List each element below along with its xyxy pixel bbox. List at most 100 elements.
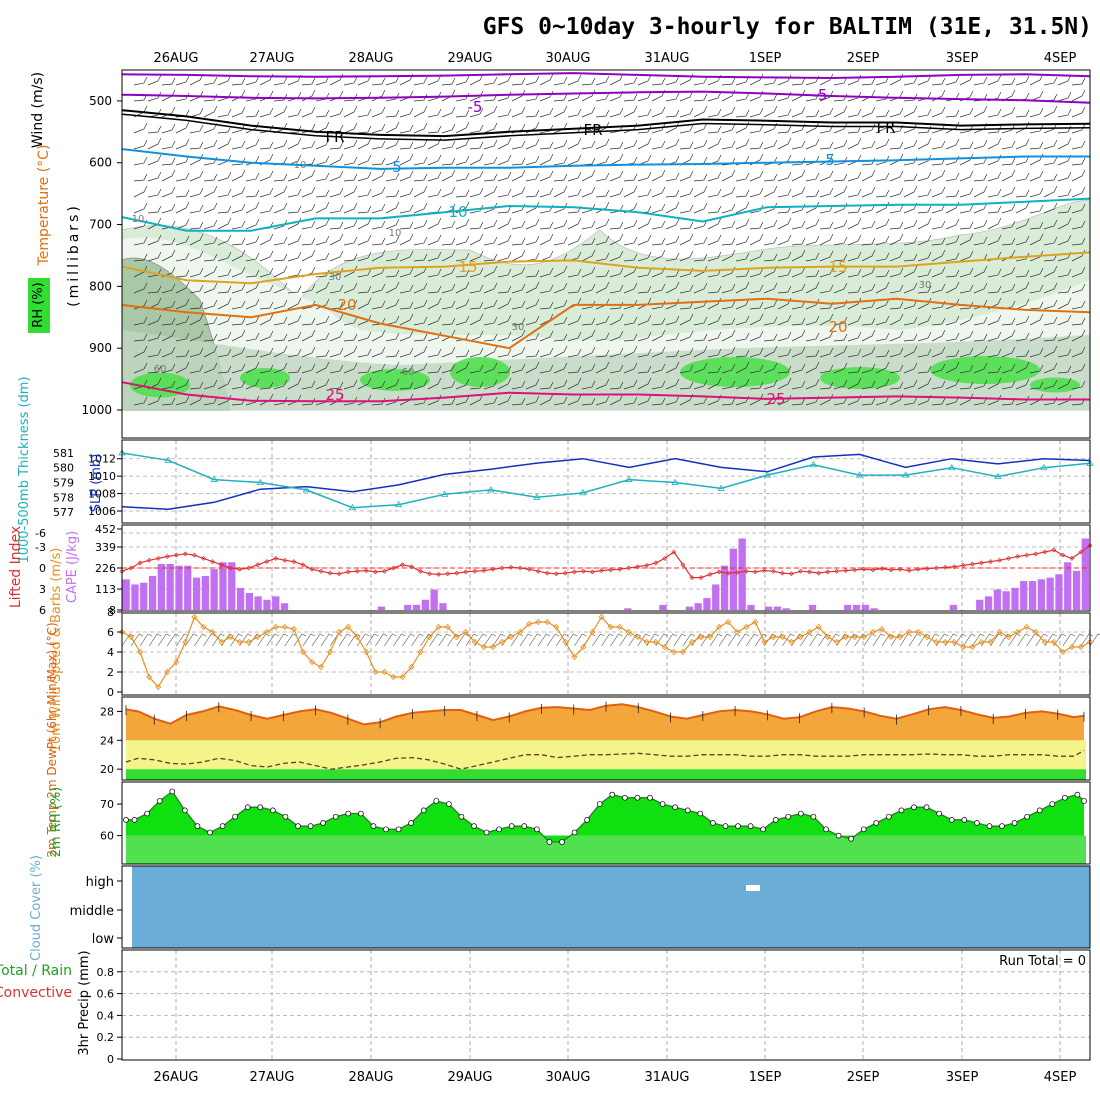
- thickness-marker: [348, 503, 357, 511]
- wind-barb: [161, 203, 176, 214]
- li-marker: [933, 565, 939, 571]
- wind-barb: [553, 333, 568, 342]
- wind-barb: [1043, 93, 1058, 102]
- wind-barb: [1071, 140, 1086, 150]
- wind-barb: [833, 122, 848, 134]
- surface-wind-barb: [999, 633, 1012, 647]
- wind-marker: [616, 623, 623, 631]
- wind-barb: [819, 73, 834, 86]
- li-marker: [463, 569, 469, 575]
- wind-barb: [777, 171, 792, 182]
- wind-barb: [847, 137, 862, 150]
- wind-barb: [707, 348, 722, 358]
- wind-marker: [507, 633, 515, 641]
- wind-barb: [735, 315, 750, 326]
- wind-barb: [623, 345, 638, 358]
- wind-barb: [707, 314, 722, 326]
- wind-barb: [1029, 313, 1044, 326]
- wind-barb: [987, 74, 1002, 86]
- wind-barb: [945, 218, 960, 230]
- li-marker: [816, 570, 822, 576]
- li-marker: [182, 551, 188, 557]
- wind-barb: [637, 268, 652, 278]
- rh-marker: [307, 823, 314, 830]
- wind-barb: [147, 285, 162, 294]
- wind-barb: [539, 73, 554, 86]
- wind-barb: [819, 267, 834, 278]
- wind-barb: [889, 204, 904, 214]
- wind-barb: [525, 218, 540, 230]
- wind-marker: [544, 618, 551, 626]
- wind-marker: [607, 623, 614, 631]
- wind-barb: [749, 313, 764, 326]
- wind-barb: [455, 155, 470, 166]
- cape-bar: [694, 603, 702, 610]
- wind-marker: [824, 633, 831, 641]
- wind-barb: [609, 284, 624, 294]
- wind-marker: [236, 638, 243, 646]
- wind-barb: [595, 395, 610, 406]
- li-marker: [1078, 549, 1084, 555]
- wind-barb: [833, 185, 848, 198]
- wind-marker: [1032, 628, 1039, 636]
- wind-barb: [791, 283, 806, 294]
- wind-barb: [665, 138, 680, 150]
- series-lifted-index: [121, 545, 1091, 579]
- li-marker: [526, 566, 532, 572]
- li-marker: [363, 568, 369, 574]
- wind-marker: [797, 633, 804, 641]
- li-marker: [924, 566, 930, 572]
- wind-barb: [637, 394, 652, 406]
- wind-barb: [497, 74, 512, 86]
- wind-barb: [315, 155, 330, 166]
- wind-barb: [259, 250, 274, 262]
- cape-bar: [1037, 579, 1045, 610]
- wind-barb: [679, 204, 694, 214]
- rh-marker: [370, 823, 377, 830]
- surface-wind-barb: [519, 633, 533, 647]
- li-marker: [119, 568, 125, 574]
- surface-wind-barb: [546, 633, 560, 647]
- cape-bar: [764, 606, 773, 610]
- wind-marker: [363, 648, 370, 656]
- wind-barb: [371, 89, 386, 102]
- contour-label: FR: [325, 128, 344, 146]
- wind-barb: [679, 187, 694, 198]
- wind-barb: [1071, 220, 1086, 230]
- wind-barb: [371, 140, 386, 150]
- li-marker: [191, 552, 197, 558]
- wind-barb: [399, 124, 414, 134]
- wind-barb: [413, 333, 428, 342]
- rh-marker: [420, 807, 427, 814]
- wind-barb: [273, 76, 288, 86]
- wind-barb: [175, 252, 190, 262]
- wind-barb: [189, 233, 204, 246]
- wind-barb: [567, 394, 582, 406]
- li-marker: [788, 571, 794, 577]
- wind-barb: [917, 188, 932, 198]
- wind-barb: [455, 189, 470, 198]
- thickness-tick-label: 578: [53, 491, 74, 504]
- li-marker: [915, 566, 921, 572]
- wind-barb: [441, 300, 456, 310]
- wind-barb: [791, 106, 806, 118]
- wind-barb: [511, 380, 526, 390]
- wind-barb: [805, 315, 820, 326]
- wind-barb: [525, 155, 540, 166]
- wind-barb: [287, 314, 302, 326]
- wind-barb: [945, 189, 960, 198]
- thickness-marker: [302, 486, 311, 493]
- wind-barb: [623, 282, 638, 294]
- wind-marker: [1077, 643, 1085, 651]
- wind-marker: [896, 633, 904, 641]
- wind-marker: [779, 633, 786, 641]
- wind-barb: [581, 140, 596, 150]
- wind-barb: [259, 301, 274, 310]
- wind-barb: [357, 377, 372, 390]
- pressure-tick-label: 900: [89, 341, 112, 355]
- wind-barb: [945, 361, 960, 374]
- date-label-bottom: 27AUG: [249, 1070, 294, 1085]
- wind-barb: [1071, 266, 1086, 278]
- slp-tick-label: 1008: [88, 488, 116, 501]
- wind-barb: [455, 172, 470, 182]
